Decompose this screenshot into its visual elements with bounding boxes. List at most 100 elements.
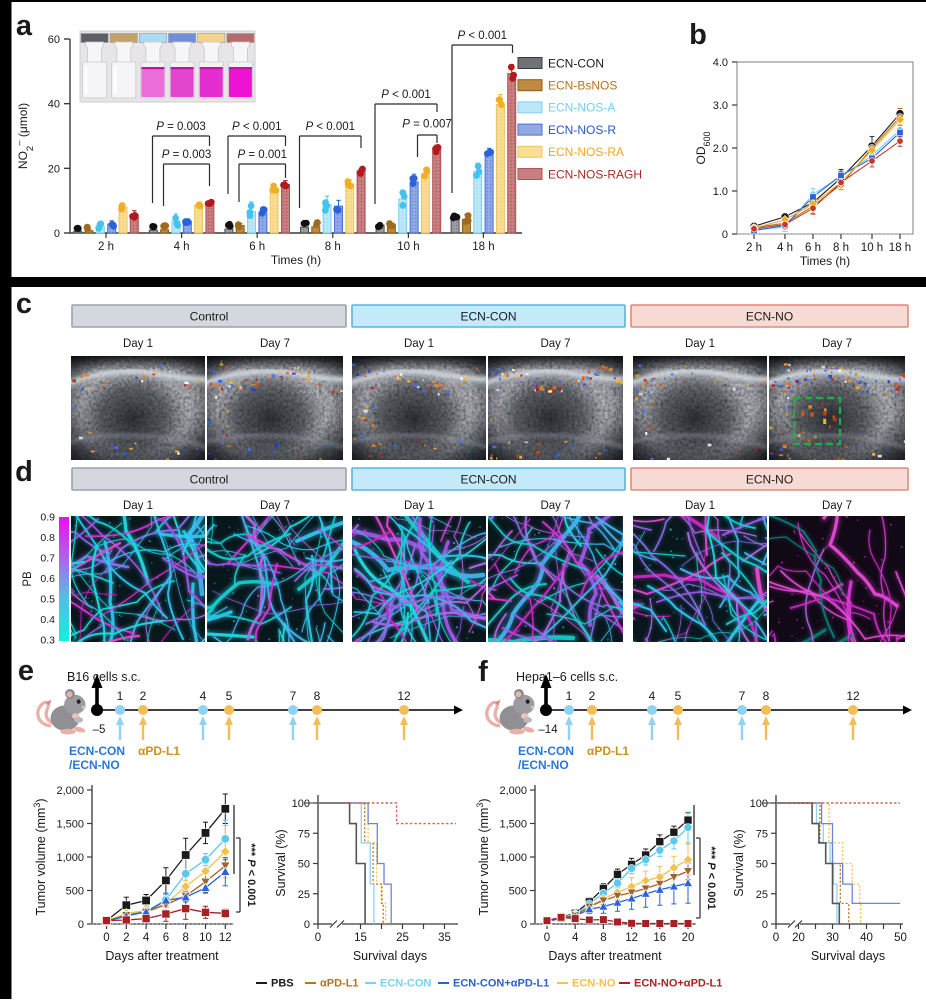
svg-text:50: 50 bbox=[756, 859, 768, 871]
svg-text:P < 0.001: P < 0.001 bbox=[305, 121, 355, 133]
svg-text:1: 1 bbox=[566, 689, 573, 703]
svg-text:25: 25 bbox=[298, 889, 310, 901]
svg-text:Day 7: Day 7 bbox=[540, 500, 570, 512]
svg-text:0.8: 0.8 bbox=[40, 532, 55, 544]
svg-text:0.9: 0.9 bbox=[40, 512, 55, 524]
svg-text:Day 7: Day 7 bbox=[822, 500, 852, 512]
svg-text:αPD-L1: αPD-L1 bbox=[138, 744, 180, 758]
svg-text:PB: PB bbox=[22, 571, 34, 587]
svg-text:4: 4 bbox=[649, 689, 656, 703]
svg-text:8: 8 bbox=[182, 932, 188, 944]
svg-text:6: 6 bbox=[163, 932, 169, 944]
svg-text:100: 100 bbox=[292, 798, 310, 810]
svg-text:Day 1: Day 1 bbox=[404, 338, 434, 350]
svg-text:P = 0.003: P = 0.003 bbox=[162, 149, 212, 161]
svg-text:/ECN-NO: /ECN-NO bbox=[69, 758, 120, 772]
svg-text:8 h: 8 h bbox=[325, 241, 341, 253]
svg-text:1.0: 1.0 bbox=[713, 186, 728, 198]
svg-text:1,000: 1,000 bbox=[56, 852, 84, 864]
svg-text:ECN-CON: ECN-CON bbox=[461, 310, 517, 324]
svg-text:5: 5 bbox=[675, 689, 682, 703]
svg-text:25: 25 bbox=[396, 932, 409, 944]
svg-text:10 h: 10 h bbox=[397, 241, 419, 253]
svg-text:B16 cells s.c.: B16 cells s.c. bbox=[67, 670, 141, 684]
svg-text:75: 75 bbox=[756, 828, 768, 840]
svg-text:5: 5 bbox=[226, 689, 233, 703]
svg-text:35: 35 bbox=[438, 932, 451, 944]
svg-text:0.4: 0.4 bbox=[40, 614, 55, 626]
svg-text:ECN-NOS-RA: ECN-NOS-RA bbox=[548, 145, 624, 159]
svg-text:ECN-CON: ECN-CON bbox=[518, 744, 574, 758]
svg-text:500: 500 bbox=[509, 886, 527, 898]
svg-text:4: 4 bbox=[200, 689, 207, 703]
svg-text:αPD-L1: αPD-L1 bbox=[587, 744, 629, 758]
svg-text:Day 7: Day 7 bbox=[822, 338, 852, 350]
svg-text:4: 4 bbox=[143, 932, 150, 944]
svg-text:ECN-NO+αPD-L1: ECN-NO+αPD-L1 bbox=[634, 978, 722, 990]
svg-text:75: 75 bbox=[298, 828, 310, 840]
svg-text:18 h: 18 h bbox=[889, 242, 911, 254]
svg-text:50: 50 bbox=[298, 859, 310, 871]
svg-text:f: f bbox=[478, 656, 488, 688]
svg-text:Day 1: Day 1 bbox=[404, 500, 434, 512]
svg-text:40: 40 bbox=[48, 99, 60, 111]
svg-text:100: 100 bbox=[750, 798, 768, 810]
svg-text:Tumor volume (mm3): Tumor volume (mm3) bbox=[32, 798, 48, 915]
svg-text:ECN-CON: ECN-CON bbox=[69, 744, 125, 758]
svg-text:Day 7: Day 7 bbox=[540, 338, 570, 350]
svg-text:60: 60 bbox=[48, 34, 60, 46]
svg-text:4: 4 bbox=[572, 932, 579, 944]
svg-text:Survival (%): Survival (%) bbox=[732, 829, 746, 896]
svg-text:Control: Control bbox=[190, 310, 229, 324]
svg-text:12: 12 bbox=[219, 932, 232, 944]
svg-text:0.5: 0.5 bbox=[40, 594, 55, 606]
svg-text:ECN-CON: ECN-CON bbox=[380, 978, 431, 990]
svg-text:Survival days: Survival days bbox=[811, 949, 885, 963]
svg-text:2: 2 bbox=[589, 689, 596, 703]
svg-text:αPD-L1: αPD-L1 bbox=[320, 978, 359, 990]
svg-text:0: 0 bbox=[762, 919, 768, 931]
svg-text:Survival (%): Survival (%) bbox=[274, 829, 288, 896]
svg-text:P = 0.007: P = 0.007 bbox=[402, 119, 452, 131]
svg-text:2,000: 2,000 bbox=[56, 785, 84, 797]
svg-text:2 h: 2 h bbox=[746, 242, 762, 254]
svg-text:a: a bbox=[16, 10, 33, 42]
svg-text:*** P < 0.001: *** P < 0.001 bbox=[245, 843, 257, 906]
svg-text:25: 25 bbox=[756, 889, 768, 901]
svg-text:ECN-CON: ECN-CON bbox=[548, 56, 604, 70]
svg-text:20: 20 bbox=[682, 932, 695, 944]
svg-text:ECN-NOS-R: ECN-NOS-R bbox=[548, 123, 616, 137]
svg-text:7: 7 bbox=[290, 689, 297, 703]
svg-text:10: 10 bbox=[199, 932, 212, 944]
svg-text:2.0: 2.0 bbox=[713, 143, 728, 155]
svg-text:ECN-NO: ECN-NO bbox=[746, 473, 793, 487]
svg-text:Control: Control bbox=[190, 473, 229, 487]
svg-text:0: 0 bbox=[54, 228, 60, 240]
svg-text:P < 0.001: P < 0.001 bbox=[381, 89, 431, 101]
svg-text:2: 2 bbox=[123, 932, 129, 944]
svg-text:0.6: 0.6 bbox=[40, 573, 55, 585]
svg-text:15: 15 bbox=[354, 932, 367, 944]
svg-text:Tumor volume (mm3): Tumor volume (mm3) bbox=[475, 798, 491, 915]
svg-text:1: 1 bbox=[117, 689, 124, 703]
svg-text:4 h: 4 h bbox=[777, 242, 793, 254]
svg-text:0.3: 0.3 bbox=[40, 635, 55, 647]
svg-text:ECN-NOS-A: ECN-NOS-A bbox=[548, 101, 615, 115]
svg-text:7: 7 bbox=[739, 689, 746, 703]
svg-text:16: 16 bbox=[653, 932, 666, 944]
svg-text:P = 0.001: P = 0.001 bbox=[237, 149, 287, 161]
svg-text:ECN-NO: ECN-NO bbox=[572, 978, 616, 990]
svg-text:/ECN-NO: /ECN-NO bbox=[518, 758, 569, 772]
svg-text:e: e bbox=[18, 655, 34, 687]
svg-text:12: 12 bbox=[625, 932, 638, 944]
svg-text:Day 7: Day 7 bbox=[260, 338, 290, 350]
svg-text:ECN-NO: ECN-NO bbox=[746, 310, 793, 324]
svg-text:Times (h): Times (h) bbox=[800, 254, 850, 268]
svg-text:1,500: 1,500 bbox=[56, 819, 84, 831]
svg-text:P < 0.001: P < 0.001 bbox=[457, 30, 507, 42]
svg-text:ECN-BsNOS: ECN-BsNOS bbox=[548, 79, 617, 93]
svg-text:Survival days: Survival days bbox=[353, 949, 427, 963]
svg-text:20: 20 bbox=[792, 932, 805, 944]
svg-text:10 h: 10 h bbox=[861, 242, 883, 254]
svg-text:40: 40 bbox=[860, 932, 873, 944]
